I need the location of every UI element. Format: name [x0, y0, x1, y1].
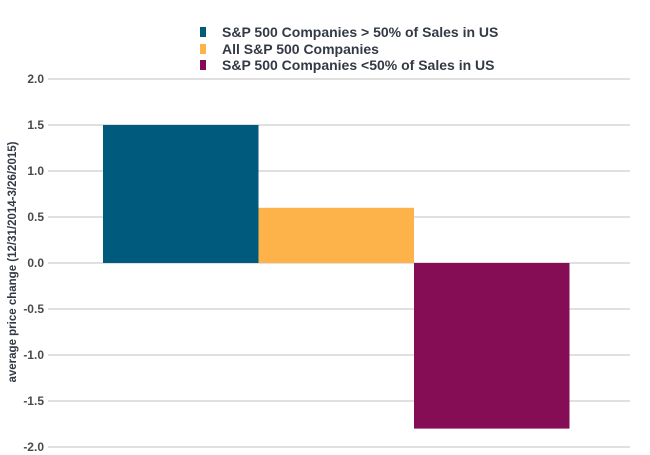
legend-swatch	[200, 60, 206, 70]
legend: S&P 500 Companies > 50% of Sales in USAl…	[200, 24, 498, 73]
legend-label: S&P 500 Companies > 50% of Sales in US	[222, 24, 498, 40]
legend-swatch	[200, 44, 206, 54]
bars	[103, 125, 570, 429]
bar	[258, 207, 414, 263]
y-tick-label: -1.5	[23, 394, 44, 408]
y-axis-title: average price change (12/31/2014-3/26/20…	[7, 141, 19, 382]
y-tick-label: 2.0	[27, 72, 44, 86]
legend-swatch	[200, 27, 206, 37]
y-tick-label: -0.5	[23, 302, 44, 316]
y-axis-ticks: 2.0 1.5 1.0 0.5 0.0 -0.5 -1.0 -1.5 -2.0	[23, 72, 44, 454]
y-tick-label: -2.0	[23, 440, 44, 454]
y-tick-label: 0.0	[27, 256, 44, 270]
y-tick-label: 0.5	[27, 210, 44, 224]
legend-label: S&P 500 Companies <50% of Sales in US	[222, 57, 494, 73]
legend-label: All S&P 500 Companies	[222, 41, 379, 57]
y-tick-label: 1.0	[27, 164, 44, 178]
bar	[414, 263, 570, 429]
y-tick-label: 1.5	[27, 118, 44, 132]
bar	[103, 125, 259, 263]
y-tick-label: -1.0	[23, 348, 44, 362]
